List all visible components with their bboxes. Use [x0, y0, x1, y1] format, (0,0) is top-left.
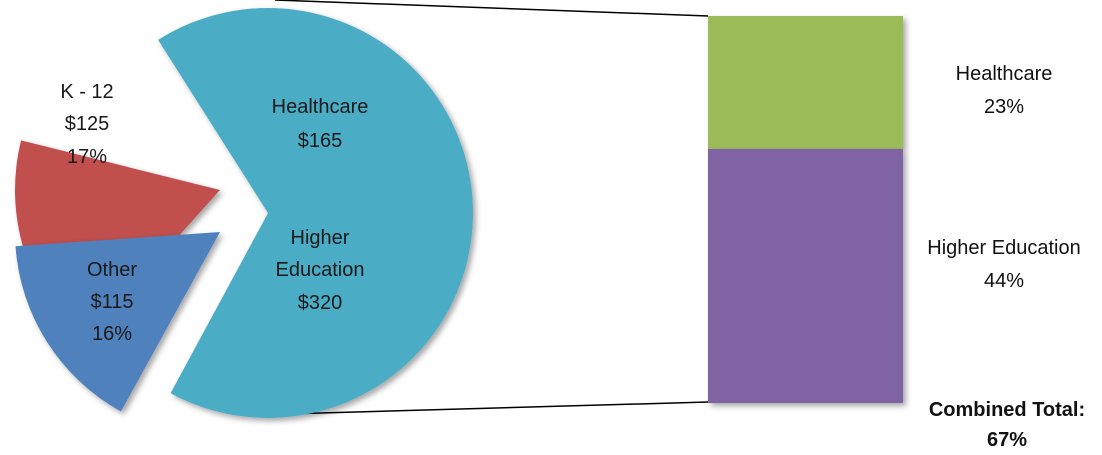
pie-value-higher-education: $320 — [298, 292, 343, 314]
pie-percent-other: 16% — [92, 323, 132, 345]
bar-segment-healthcare — [708, 16, 903, 149]
bar-label-higher-education: Higher Education — [927, 237, 1080, 259]
pie-label-healthcare: Healthcare — [272, 96, 369, 118]
pie-value-healthcare: $165 — [298, 130, 343, 152]
pie-value-k12: $125 — [65, 113, 110, 135]
pie-label-education: Education — [276, 259, 365, 281]
bar-label-healthcare: Healthcare — [956, 63, 1053, 85]
pie-slice-other — [15, 232, 220, 412]
connector-line-top — [274, 0, 709, 17]
combined-total-label: Combined Total: — [929, 399, 1085, 421]
pie-label-higher: Higher — [291, 227, 350, 249]
pie-value-other: $115 — [90, 291, 133, 313]
bar-segment-higher-education — [708, 148, 903, 403]
bar-percent-higher-education: 44% — [984, 270, 1024, 292]
pie-label-other: Other — [87, 259, 137, 281]
combined-total-value: 67% — [987, 429, 1027, 451]
connector-line-bottom — [284, 401, 709, 415]
pie-percent-k12: 17% — [67, 146, 107, 168]
pie-slice-healthcare-higher-education — [158, 7, 473, 418]
bar-percent-healthcare: 23% — [984, 96, 1024, 118]
pie-label-k12: K - 12 — [60, 81, 113, 103]
